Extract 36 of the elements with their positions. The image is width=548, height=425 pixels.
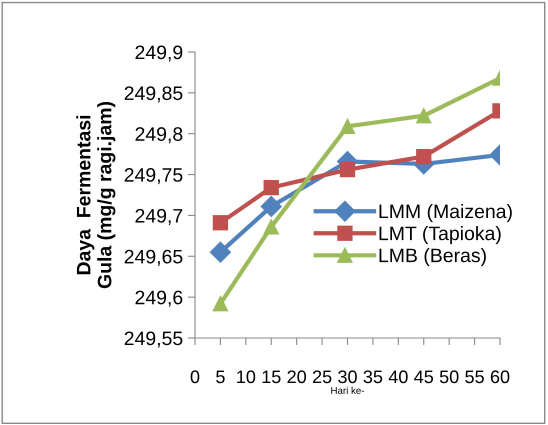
x-tick-label: 45 [414,370,434,384]
point [264,219,279,235]
x-tick-label: 15 [262,370,281,384]
y-tick-label: 249,8 [136,127,182,144]
x-tick-label: 25 [312,370,332,384]
y-tick-label: 249,7 [136,208,182,225]
x-tick-label: 60 [490,370,510,384]
x-tick-label: 30 [338,370,357,384]
x-axis-title: Hari ke- [331,386,364,394]
y-axis-title: Daya Fermentasi Gula (mg/g ragi.jam) [76,102,116,288]
y-tick-label: 249,65 [124,250,182,266]
x-tick-label: 55 [465,370,484,384]
point [416,148,432,164]
x-tick-label: 10 [237,370,256,384]
x-tick-label: 35 [364,370,382,384]
point [340,162,356,178]
x-tick-label: 5 [216,370,225,384]
y-tick-label: 249,75 [124,168,182,184]
point [416,108,432,124]
x-tick-label: 0 [190,370,200,384]
point [212,296,228,312]
point [212,215,228,230]
x-tick-label: 40 [388,370,408,384]
point [340,118,356,134]
y-tick-label: 249,55 [124,331,182,348]
point [264,180,279,196]
legend-label: LMB (Beras) [380,248,486,266]
y-tick-label: 249,6 [136,290,182,307]
y-tick-label: 249,85 [124,86,182,102]
x-tick-label: 20 [288,370,306,384]
y-tick-label: 249,9 [136,45,182,62]
x-tick-label: 50 [440,370,459,384]
point [210,242,231,263]
legend-label: LMM (Maizena) [380,204,512,222]
point [260,196,282,217]
legend-label: LMT (Tapioka) [380,226,501,244]
